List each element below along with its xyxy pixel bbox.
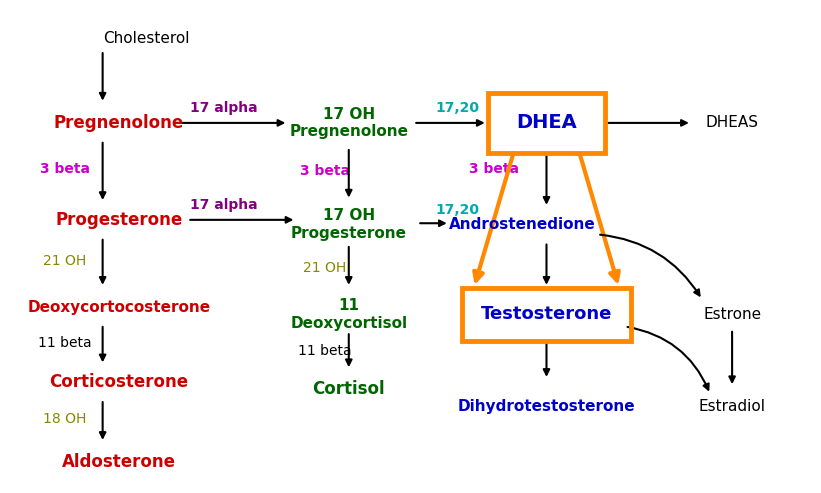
Text: 18 OH: 18 OH [43, 412, 86, 425]
Text: Deoxycortocosterone: Deoxycortocosterone [27, 300, 210, 315]
Text: Aldosterone: Aldosterone [62, 453, 176, 471]
Text: 3 beta: 3 beta [39, 162, 89, 176]
Text: 3 beta: 3 beta [300, 164, 350, 178]
Text: Progesterone: Progesterone [55, 211, 182, 229]
Text: 21 OH: 21 OH [303, 261, 346, 275]
Text: Dihydrotestosterone: Dihydrotestosterone [457, 399, 635, 414]
Text: 17,20: 17,20 [436, 203, 479, 217]
Text: 17 alpha: 17 alpha [190, 198, 258, 212]
Text: Estrone: Estrone [703, 307, 761, 322]
Text: Pregnenolone: Pregnenolone [53, 114, 184, 132]
Text: Corticosterone: Corticosterone [49, 373, 188, 391]
Text: DHEA: DHEA [516, 113, 577, 133]
Text: Cortisol: Cortisol [313, 381, 385, 398]
Text: 17,20: 17,20 [436, 102, 479, 115]
Text: 21 OH: 21 OH [43, 254, 86, 268]
Text: Cholesterol: Cholesterol [103, 31, 189, 45]
Text: 3 beta: 3 beta [469, 162, 519, 176]
Text: Testosterone: Testosterone [481, 305, 612, 323]
Text: Androstenedione: Androstenedione [449, 217, 596, 232]
Text: 11 beta: 11 beta [298, 344, 351, 358]
Text: 11 beta: 11 beta [38, 336, 91, 351]
Text: 11
Deoxycortisol: 11 Deoxycortisol [290, 298, 407, 330]
Text: 17 alpha: 17 alpha [190, 102, 258, 115]
Text: 17 OH
Pregnenolone: 17 OH Pregnenolone [289, 106, 408, 139]
Text: DHEAS: DHEAS [705, 115, 759, 131]
Text: Estradiol: Estradiol [699, 399, 766, 414]
Text: 17 OH
Progesterone: 17 OH Progesterone [291, 209, 406, 241]
